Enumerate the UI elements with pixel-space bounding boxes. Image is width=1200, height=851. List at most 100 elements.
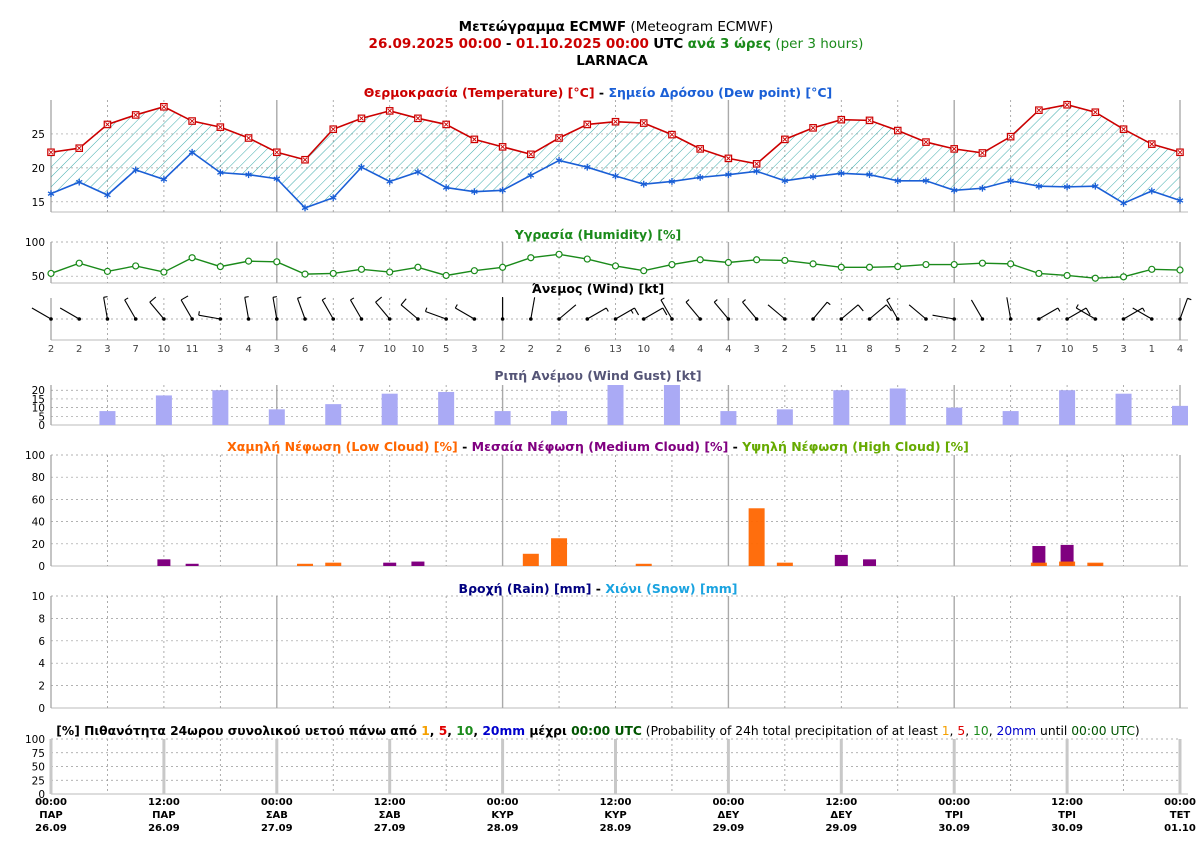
wind-barb-staff xyxy=(375,301,391,320)
wind-barb-dot xyxy=(1093,317,1098,321)
time-tick-time: 00:00 xyxy=(712,797,744,808)
dewpoint-marker-stroke xyxy=(894,178,902,184)
wind-barb-dot xyxy=(359,317,364,321)
temperature-marker-cross xyxy=(867,118,872,123)
panel-title-part: 00:00 UTC xyxy=(571,724,642,738)
wind-barb-staff xyxy=(643,307,664,320)
dewpoint-marker-stroke xyxy=(725,172,732,177)
wind-speed-label: 1 xyxy=(1007,344,1013,355)
panel-title-part: , xyxy=(989,724,997,738)
wind-barb xyxy=(149,296,166,321)
dewpoint-marker-stroke xyxy=(329,195,337,201)
temperature-marker-cross xyxy=(556,135,562,141)
temperature-point xyxy=(329,125,338,133)
dewpoint-marker-stroke xyxy=(809,174,817,179)
wind-barb-full xyxy=(885,304,892,312)
wind-barb xyxy=(1132,307,1154,321)
wind-barb-half xyxy=(1187,297,1192,301)
wind-barb-half xyxy=(454,304,458,309)
dewpoint-point xyxy=(1063,183,1071,191)
gust-bar xyxy=(776,409,793,425)
temperature-point xyxy=(809,124,817,132)
dewpoint-point xyxy=(499,186,506,194)
wind-barb xyxy=(867,304,892,321)
temperature-marker-cross xyxy=(584,122,590,127)
wind-barb-staff xyxy=(400,304,419,320)
wind-barb xyxy=(180,295,194,321)
wind-barb-dot xyxy=(246,317,251,321)
humidity-point xyxy=(753,256,761,264)
temperature-marker-cross xyxy=(923,139,929,145)
dewpoint-point xyxy=(696,173,704,181)
temperature-point xyxy=(357,114,366,123)
temperature-marker-cross xyxy=(810,125,816,131)
panel-title: [%] Πιθανότητα 24ωρου συνολικού υετού πά… xyxy=(56,724,1139,738)
temperature-marker-cross xyxy=(1093,109,1098,115)
temperature-marker-cross xyxy=(246,135,251,141)
panel-title-part: , xyxy=(430,724,439,738)
wind-speed-label: 8 xyxy=(866,344,872,355)
wind-barb-dot xyxy=(641,317,646,321)
wind-speed-label: 7 xyxy=(1036,344,1042,355)
dewpoint-point xyxy=(725,171,732,179)
panel-title-part: - xyxy=(458,439,472,454)
time-tick-day: ΚΥΡ xyxy=(604,810,626,821)
wind-barb xyxy=(908,304,928,321)
gust-bar xyxy=(833,390,850,425)
wind-barb-staff xyxy=(321,299,334,320)
dewpoint-point xyxy=(612,172,619,180)
panel-title-part: Μεσαία Νέφωση (Medium Cloud) [%] xyxy=(472,439,729,454)
dewpoint-point xyxy=(922,177,930,185)
temperature-marker-cross xyxy=(951,146,957,152)
panel-title-part: Χιόνι (Snow) [mm] xyxy=(605,581,737,596)
wind-barb-half xyxy=(660,297,665,301)
humidity-point xyxy=(216,263,224,271)
wind-speed-label: 5 xyxy=(443,344,449,355)
wind-barb xyxy=(932,314,956,321)
y-tick-label: 100 xyxy=(25,734,45,746)
wind-barb xyxy=(839,304,864,321)
wind-barb xyxy=(1075,304,1098,321)
panel-title: Ριπή Ανέμου (Wind Gust) [kt] xyxy=(494,368,701,383)
humidity-point xyxy=(1176,266,1184,274)
humidity-point xyxy=(329,269,337,278)
wind-barb-dot xyxy=(529,317,533,321)
temperature-point xyxy=(1091,108,1100,117)
low-cloud-bar xyxy=(748,508,765,566)
temperature-marker-cross xyxy=(782,137,788,142)
time-tick-time: 12:00 xyxy=(374,797,406,808)
wind-barb-staff xyxy=(660,299,673,320)
temperature-point xyxy=(922,138,930,146)
wind-barb-staff xyxy=(742,301,758,320)
wind-barb-staff xyxy=(587,307,607,320)
dewpoint-point xyxy=(979,184,986,192)
chart-period: 26.09.2025 00:00 - 01.10.2025 00:00 UTC … xyxy=(369,36,864,52)
gust-bar xyxy=(1115,393,1132,425)
wind-barb-half xyxy=(103,296,108,298)
wind-speed-label: 4 xyxy=(245,344,251,355)
wind-speed-label: 4 xyxy=(330,344,336,355)
wind-barb-full xyxy=(180,295,189,301)
wind-barb-staff xyxy=(869,304,887,320)
wind-barb-dot xyxy=(726,317,731,321)
y-tick-label: 15 xyxy=(32,394,45,406)
low-cloud-bar xyxy=(522,553,539,566)
humidity-point xyxy=(357,265,366,273)
wind-speed-label: 5 xyxy=(1092,344,1098,355)
temperature-marker-cross xyxy=(697,146,703,152)
time-tick: 00:00 ΤΡΙ 30.09 xyxy=(938,797,970,834)
temperature-point xyxy=(639,119,648,127)
wind-barb xyxy=(244,296,251,321)
temperature-marker-cross xyxy=(443,122,449,127)
temperature-marker-cross xyxy=(528,151,534,157)
wind-barb-half xyxy=(244,296,249,298)
wind-barb-staff xyxy=(558,304,577,320)
panel-title-part: , xyxy=(950,724,958,738)
dewpoint-marker-stroke xyxy=(1035,183,1043,189)
period-step-english: (per 3 hours) xyxy=(775,36,863,52)
y-tick-label: 8 xyxy=(38,613,45,625)
time-tick: 00:00 ΠΑΡ 26.09 xyxy=(35,797,67,834)
time-tick: 12:00 ΤΡΙ 30.09 xyxy=(1051,797,1083,834)
wind-barb-half xyxy=(1075,304,1079,309)
